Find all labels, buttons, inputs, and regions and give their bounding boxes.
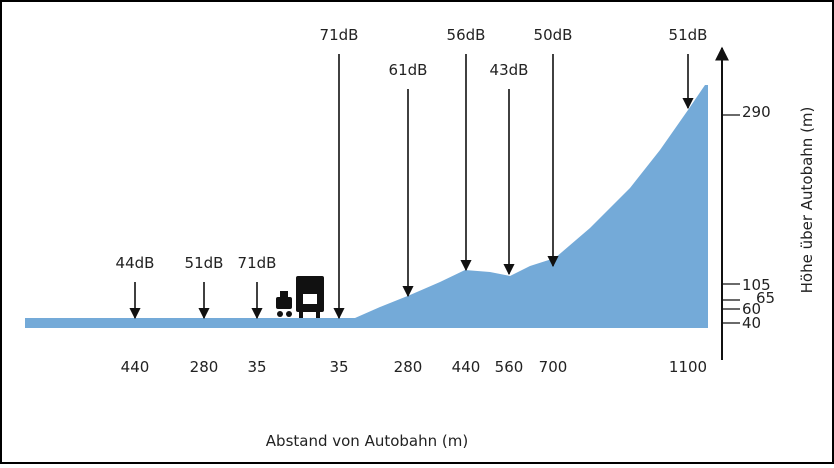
distance-label: 700 — [539, 358, 568, 376]
distance-label: 560 — [495, 358, 524, 376]
noise-level: 51dB — [669, 26, 708, 44]
height-tick-label: 290 — [742, 103, 771, 121]
distance-label: 280 — [190, 358, 219, 376]
height-axis-title: Höhe über Autobahn (m) — [798, 107, 816, 294]
noise-level: 56dB — [447, 26, 486, 44]
distance-label: 440 — [121, 358, 150, 376]
diagram: Abstand von Autobahn (m) Höhe über Autob… — [0, 0, 834, 464]
distance-label: 35 — [329, 358, 348, 376]
distance-label: 280 — [394, 358, 423, 376]
noise-level: 71dB — [320, 26, 359, 44]
noise-level: 43dB — [490, 61, 529, 79]
noise-level: 50dB — [534, 26, 573, 44]
noise-level: 71dB — [238, 254, 277, 272]
distance-label: 1100 — [669, 358, 707, 376]
noise-level: 61dB — [389, 61, 428, 79]
x-axis-title: Abstand von Autobahn (m) — [266, 432, 468, 450]
height-tick-label: 40 — [742, 314, 761, 332]
noise-level: 51dB — [185, 254, 224, 272]
noise-level: 44dB — [116, 254, 155, 272]
distance-label: 35 — [247, 358, 266, 376]
distance-label: 440 — [452, 358, 481, 376]
